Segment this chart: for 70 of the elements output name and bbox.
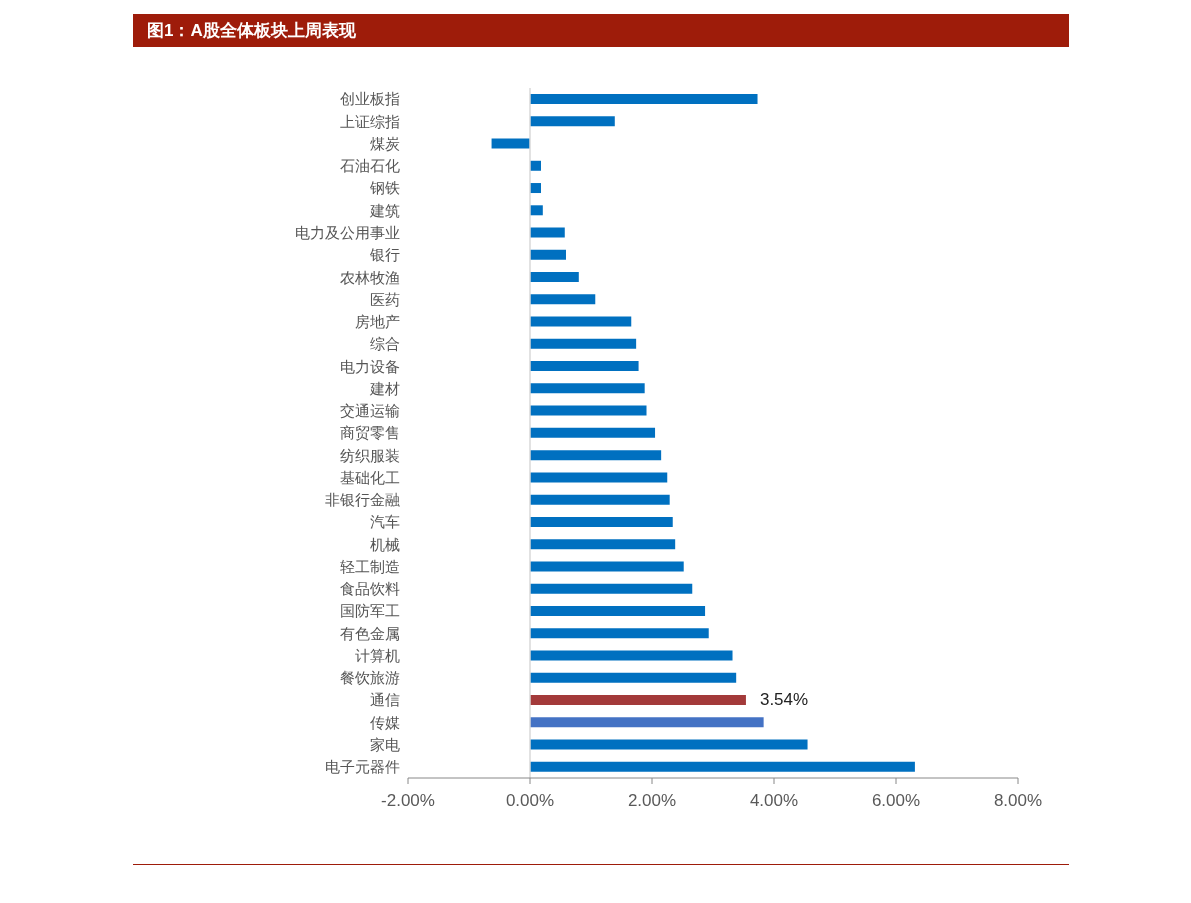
x-tick-label: 4.00% bbox=[749, 791, 799, 811]
bar bbox=[530, 227, 565, 238]
bar bbox=[530, 494, 670, 505]
y-tick-label: 有色金属 bbox=[340, 625, 400, 642]
bar bbox=[530, 249, 566, 260]
y-tick-label: 国防军工 bbox=[340, 603, 400, 620]
y-tick-label: 创业板指 bbox=[340, 91, 400, 108]
bar bbox=[530, 405, 647, 416]
y-tick-label: 农林牧渔 bbox=[340, 269, 400, 286]
y-tick-label: 商贸零售 bbox=[340, 425, 400, 442]
y-tick-label: 电力设备 bbox=[340, 358, 400, 375]
y-tick-label: 钢铁 bbox=[369, 180, 400, 197]
y-tick-label: 煤炭 bbox=[370, 135, 400, 152]
y-tick-label: 传媒 bbox=[370, 714, 400, 731]
y-tick-label: 电子元器件 bbox=[325, 759, 400, 776]
y-tick-label: 银行 bbox=[369, 247, 400, 264]
y-tick-label: 机械 bbox=[370, 536, 400, 553]
bar bbox=[530, 338, 637, 349]
y-tick-label: 轻工制造 bbox=[340, 558, 400, 575]
bar bbox=[530, 183, 541, 194]
bar bbox=[530, 583, 693, 594]
bar bbox=[530, 427, 656, 438]
bar bbox=[530, 94, 758, 104]
y-tick-label: 电力及公用事业 bbox=[295, 225, 400, 241]
bar bbox=[530, 316, 632, 327]
y-tick-label: 非银行金融 bbox=[325, 492, 400, 509]
y-tick-label: 建材 bbox=[369, 380, 400, 397]
y-tick-label: 基础化工 bbox=[340, 469, 400, 486]
bar bbox=[530, 717, 764, 728]
x-tick-label: 6.00% bbox=[871, 791, 921, 811]
y-tick-label: 上证综指 bbox=[340, 113, 400, 130]
x-tick-label: -2.00% bbox=[381, 791, 435, 811]
bar bbox=[530, 650, 733, 661]
y-tick-label: 交通运输 bbox=[340, 403, 400, 420]
x-tick-label: 0.00% bbox=[505, 791, 555, 811]
bar bbox=[530, 116, 615, 127]
bar bbox=[530, 628, 709, 639]
y-tick-label: 家电 bbox=[370, 736, 400, 753]
bar bbox=[491, 138, 530, 149]
bar bbox=[530, 472, 668, 483]
bar bbox=[530, 383, 645, 394]
text: 图1：A股全体板块上周表现 bbox=[133, 14, 1069, 47]
y-tick-label: 汽车 bbox=[370, 514, 400, 531]
bar bbox=[530, 294, 596, 305]
y-tick-label: 计算机 bbox=[355, 647, 400, 664]
bar bbox=[530, 160, 541, 171]
y-tick-label: 医药 bbox=[370, 291, 400, 308]
bar bbox=[530, 272, 579, 283]
y-tick-label: 食品饮料 bbox=[340, 581, 400, 598]
bar bbox=[530, 361, 639, 372]
y-tick-label: 石油石化 bbox=[340, 158, 400, 175]
bar bbox=[530, 450, 662, 461]
bar bbox=[530, 539, 676, 550]
bar bbox=[530, 561, 684, 572]
bar bbox=[530, 694, 746, 705]
bar bbox=[530, 516, 673, 527]
bar bbox=[530, 672, 737, 683]
bar bbox=[530, 739, 808, 750]
bar bbox=[530, 205, 543, 216]
y-tick-label: 建筑 bbox=[369, 202, 400, 219]
bar bbox=[530, 605, 706, 616]
bar bbox=[530, 761, 915, 772]
y-tick-label: 房地产 bbox=[355, 314, 400, 331]
data-label: 3.54% bbox=[759, 690, 809, 710]
y-tick-label: 纺织服装 bbox=[340, 447, 400, 464]
x-tick-label: 2.00% bbox=[627, 791, 677, 811]
y-tick-label: 餐饮旅游 bbox=[340, 670, 400, 687]
x-tick-label: 8.00% bbox=[993, 791, 1043, 811]
y-tick-label: 通信 bbox=[370, 692, 400, 709]
y-tick-label: 综合 bbox=[370, 336, 400, 353]
